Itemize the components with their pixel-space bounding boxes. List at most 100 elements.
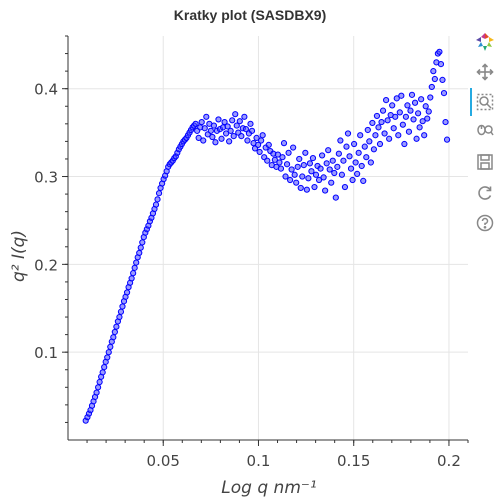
- wheel-zoom-icon[interactable]: [473, 120, 497, 144]
- data-point: [436, 48, 443, 55]
- data-point: [360, 177, 367, 185]
- data-point: [230, 133, 237, 140]
- chart-title: Kratky plot (SASDBX9): [174, 7, 326, 23]
- data-point: [119, 303, 126, 310]
- data-point: [363, 154, 370, 161]
- data-point: [405, 128, 413, 135]
- y-axis-label: q² I(q): [9, 230, 29, 282]
- data-point: [401, 140, 408, 148]
- data-point: [302, 149, 309, 156]
- data-point: [376, 140, 384, 148]
- data-point: [227, 127, 234, 134]
- data-point: [367, 159, 374, 166]
- data-point: [306, 160, 313, 167]
- data-point: [347, 165, 355, 172]
- save-icon[interactable]: [473, 150, 497, 174]
- data-point: [305, 175, 312, 182]
- data-point: [136, 249, 143, 257]
- data-point: [303, 186, 310, 193]
- data-point: [425, 108, 432, 115]
- data-point: [329, 157, 336, 164]
- help-icon[interactable]: [473, 211, 497, 235]
- data-point: [130, 270, 137, 277]
- data-point: [117, 308, 125, 315]
- data-point: [328, 179, 335, 186]
- data-point: [139, 239, 146, 246]
- data-point: [242, 126, 249, 133]
- data-point: [224, 123, 231, 130]
- data-point: [248, 127, 256, 134]
- data-point: [355, 149, 362, 156]
- box-zoom-icon[interactable]: [473, 90, 497, 114]
- data-point: [276, 159, 283, 166]
- data-point: [320, 174, 327, 181]
- data-point: [415, 110, 422, 117]
- data-point: [95, 384, 102, 391]
- data-point: [323, 160, 330, 167]
- data-point: [352, 159, 359, 166]
- data-point: [340, 157, 347, 164]
- data-point: [131, 264, 138, 271]
- data-point: [256, 148, 263, 156]
- data-point: [424, 115, 431, 122]
- data-point: [335, 150, 342, 157]
- data-point: [381, 130, 388, 137]
- data-point: [203, 113, 210, 120]
- data-point: [361, 143, 368, 150]
- data-point: [389, 102, 396, 109]
- data-point: [416, 124, 423, 131]
- data-point: [443, 136, 451, 143]
- data-point: [105, 349, 112, 356]
- data-point: [404, 102, 411, 109]
- data-point: [207, 127, 214, 134]
- data-point: [279, 154, 286, 161]
- data-point: [311, 183, 318, 191]
- y-tick-label: 0.4: [34, 81, 58, 99]
- data-point: [351, 140, 358, 148]
- data-point: [337, 137, 344, 144]
- x-tick-label: 0.05: [147, 452, 180, 470]
- data-point: [218, 135, 225, 142]
- bokeh-logo-icon[interactable]: [473, 30, 497, 54]
- data-point: [407, 107, 414, 114]
- x-tick-label: 0.15: [337, 452, 370, 470]
- data-point: [290, 144, 297, 151]
- data-point: [411, 99, 419, 106]
- y-tick-label: 0.2: [34, 256, 58, 274]
- data-point: [296, 155, 303, 163]
- data-point: [428, 83, 435, 91]
- data-point: [317, 165, 324, 172]
- data-point: [332, 194, 339, 201]
- data-point: [291, 171, 298, 178]
- data-point: [364, 126, 371, 134]
- data-point: [430, 68, 437, 75]
- data-point: [402, 113, 409, 120]
- data-point: [312, 171, 320, 178]
- data-point: [349, 176, 356, 184]
- data-point: [293, 179, 300, 186]
- data-point: [223, 130, 230, 137]
- data-point: [238, 133, 245, 140]
- data-point: [354, 170, 361, 177]
- data-point: [247, 120, 254, 127]
- pan-icon[interactable]: [473, 60, 497, 84]
- data-point: [258, 137, 265, 144]
- data-point: [271, 156, 278, 163]
- data-point: [280, 140, 288, 147]
- data-point: [309, 154, 317, 162]
- data-point: [299, 173, 306, 180]
- data-point: [418, 96, 425, 103]
- data-point: [325, 147, 332, 154]
- data-point: [331, 169, 338, 177]
- reset-icon[interactable]: [473, 181, 497, 205]
- data-point: [440, 89, 448, 97]
- data-point: [393, 95, 400, 102]
- data-point: [128, 275, 135, 282]
- data-point: [283, 161, 291, 168]
- data-point: [96, 378, 103, 386]
- y-tick-label: 0.3: [34, 169, 58, 187]
- data-point: [221, 118, 228, 126]
- data-point: [133, 259, 140, 266]
- data-point: [319, 152, 326, 159]
- data-point: [357, 132, 364, 139]
